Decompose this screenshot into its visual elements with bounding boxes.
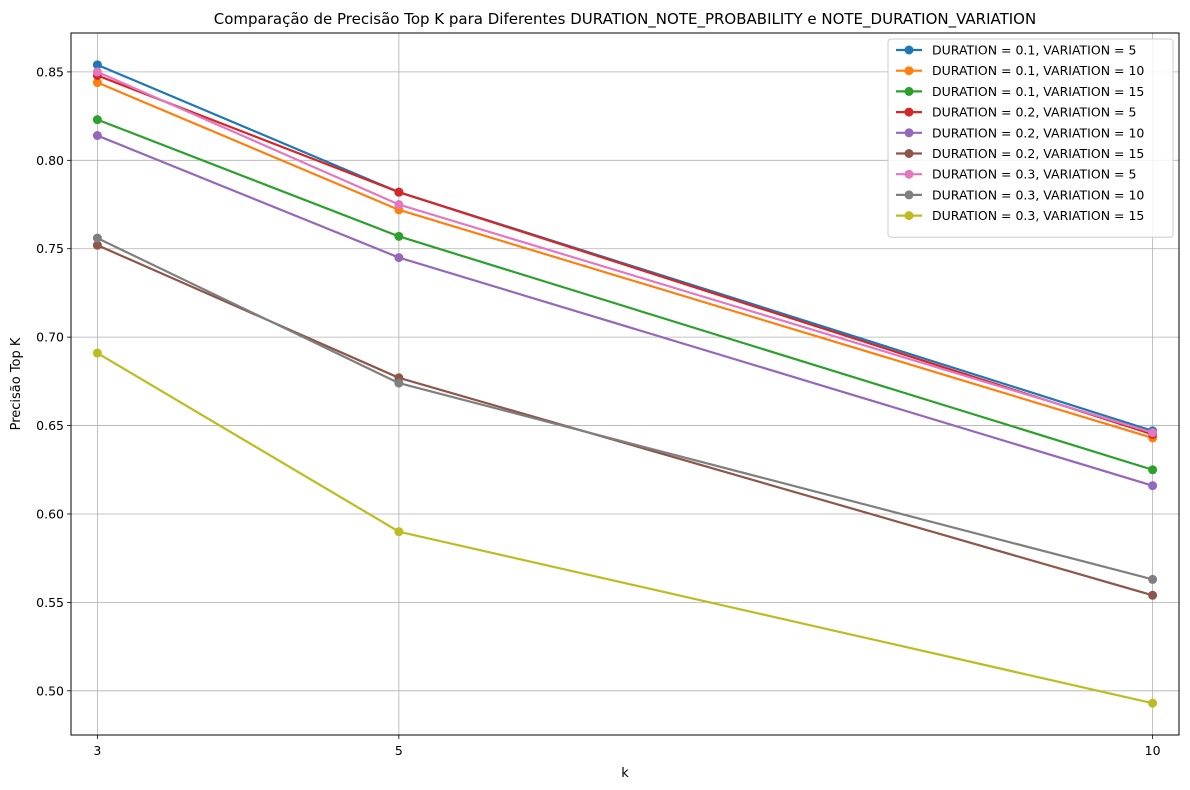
series-line (96, 352, 1153, 705)
legend-label: DURATION = 0.2, VARIATION = 10 (932, 125, 1144, 140)
series-3 (92, 115, 1158, 475)
legend-item: DURATION = 0.1, VARIATION = 15 (896, 84, 1144, 99)
series-5 (92, 131, 1158, 491)
legend-marker (904, 107, 914, 117)
legend-item: DURATION = 0.1, VARIATION = 10 (896, 63, 1144, 78)
y-tick-label: 0.80 (36, 153, 64, 168)
data-point (394, 200, 404, 210)
legend-marker (904, 169, 914, 179)
data-point (1148, 590, 1158, 600)
y-tick-label: 0.50 (36, 683, 64, 698)
data-point (394, 253, 404, 263)
series-6 (92, 240, 1158, 600)
y-tick-label: 0.55 (36, 595, 64, 610)
data-point (394, 231, 404, 241)
data-point (92, 131, 102, 141)
y-tick-label: 0.60 (36, 506, 64, 521)
x-tick-label: 10 (1145, 743, 1161, 758)
legend: DURATION = 0.1, VARIATION = 5 DURATION = … (887, 38, 1174, 238)
y-axis-label: Precisão Top K (9, 337, 24, 430)
axis-ticks: 0.50 0.55 0.60 0.65 0.70 0.75 0.80 0.85 3 5 10 (36, 64, 1160, 758)
data-point (92, 233, 102, 243)
data-point (92, 240, 102, 250)
legend-marker (904, 45, 914, 55)
legend-item: DURATION = 0.1, VARIATION = 5 (896, 43, 1136, 58)
x-tick-label: 3 (93, 743, 101, 758)
legend-marker (904, 149, 914, 158)
legend-item: DURATION = 0.2, VARIATION = 10 (896, 125, 1144, 140)
legend-item: DURATION = 0.2, VARIATION = 15 (896, 146, 1144, 161)
data-point (92, 67, 102, 77)
x-tick-label: 5 (395, 743, 403, 758)
plot-series (92, 60, 1158, 708)
series-9 (92, 348, 1158, 708)
data-point (1148, 698, 1158, 708)
legend-item: DURATION = 0.2, VARIATION = 5 (896, 105, 1136, 120)
data-point (92, 115, 102, 125)
legend-marker (904, 128, 914, 138)
data-point (1148, 574, 1158, 584)
legend-label: DURATION = 0.3, VARIATION = 10 (932, 187, 1144, 202)
series-7 (92, 67, 1158, 438)
data-point (1148, 481, 1158, 491)
legend-marker (904, 190, 914, 200)
y-tick-label: 0.75 (36, 241, 64, 256)
series-line (96, 237, 1153, 581)
chart-title: Comparação de Precisão Top K para Difere… (214, 10, 1036, 29)
legend-marker (904, 86, 914, 96)
legend-label: DURATION = 0.1, VARIATION = 5 (932, 43, 1136, 58)
legend-item: DURATION = 0.3, VARIATION = 5 (896, 167, 1136, 182)
y-tick-label: 0.85 (36, 64, 64, 79)
legend-label: DURATION = 0.2, VARIATION = 15 (932, 146, 1144, 161)
legend-label: DURATION = 0.2, VARIATION = 5 (932, 105, 1136, 120)
data-point (92, 78, 102, 88)
legend-label: DURATION = 0.1, VARIATION = 15 (932, 84, 1144, 99)
legend-marker (904, 211, 914, 221)
legend-box (887, 38, 1174, 238)
legend-marker (904, 66, 914, 76)
y-tick-label: 0.65 (36, 418, 64, 433)
data-point (394, 527, 404, 537)
data-point (1148, 465, 1158, 475)
plot-frame (70, 32, 1180, 736)
legend-item: DURATION = 0.3, VARIATION = 15 (896, 208, 1144, 223)
legend-item: DURATION = 0.3, VARIATION = 10 (896, 187, 1144, 202)
data-point (1148, 428, 1158, 438)
data-point (394, 378, 404, 388)
y-tick-label: 0.70 (36, 330, 64, 345)
data-point (394, 187, 404, 197)
legend-label: DURATION = 0.3, VARIATION = 5 (932, 167, 1136, 182)
legend-label: DURATION = 0.1, VARIATION = 10 (932, 63, 1144, 78)
data-point (92, 60, 102, 70)
series-8 (92, 233, 1158, 584)
x-axis-label: k (621, 766, 629, 781)
legend-label: DURATION = 0.3, VARIATION = 15 (932, 208, 1144, 223)
data-point (92, 348, 102, 358)
